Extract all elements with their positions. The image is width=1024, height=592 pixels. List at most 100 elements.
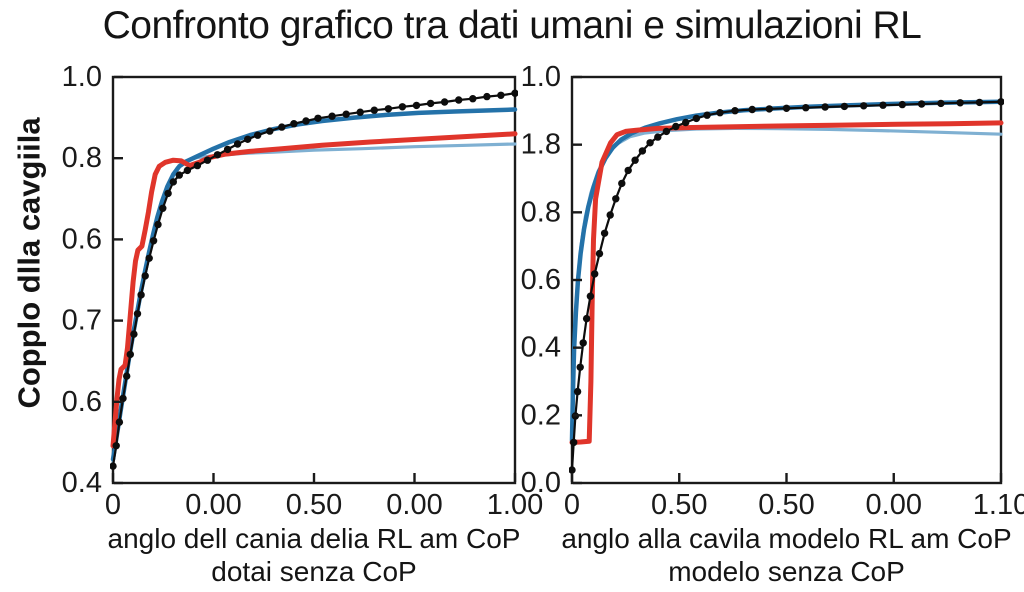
data-point-marker [115,418,124,426]
data-point-marker [244,135,252,143]
y-tick-label: 0.6 [521,264,561,296]
y-tick-label: 1.8 [521,129,561,161]
data-point-marker [223,145,232,154]
data-point-marker [997,98,1004,106]
data-point-marker [266,127,274,135]
x-tick-label: 0.50 [758,489,814,521]
data-point-marker [123,372,131,380]
data-point-marker [203,156,212,164]
series-markers-black-dotted [110,89,518,470]
y-tick-label: 0.8 [521,196,561,228]
x-tick-label: 1.10 [973,489,1024,521]
data-point-marker [646,139,654,147]
data-point-marker [112,442,120,450]
data-point-marker [672,122,680,131]
data-point-marker [612,195,620,203]
data-point-marker [119,394,127,403]
data-point-marker [213,151,222,159]
data-point-marker [860,102,868,110]
series-line-light-blue [570,126,1003,426]
y-tick-label: 1.0 [521,61,561,93]
y-tick-label: 0.8 [62,142,102,174]
series-line-black-dotted [570,100,1003,472]
data-point-marker [840,102,849,111]
data-point-marker [631,156,639,164]
data-point-marker [412,101,421,110]
data-point-marker [638,147,647,155]
data-point-marker [356,108,364,116]
y-tick-label: 0.6 [62,386,102,418]
data-point-marker [682,118,690,127]
x-axis-label-right: anglo alla cavila modelo RL am CoP model… [557,522,1016,588]
x-axis-label-left-line1: anglo dell cania delia RL am CoP [107,523,521,554]
data-point-marker [233,140,242,148]
y-tick-label: 0.6 [62,223,102,255]
data-point-marker [426,99,435,108]
tick-labels-group: 0 0.00 0.50 0.00 1.00 1.0 0.8 0.6 0.7 0.6 0.4 [62,61,544,521]
tick-labels-group: 0 0.50 0.50 0.00 1.10 1.0 1.8 0.8 0.6 0.4 0.2 0.0 [521,61,1024,521]
ticks-group [570,75,1003,485]
series-group [569,98,1004,474]
data-point-marker [254,131,262,139]
data-point-marker [879,101,887,109]
data-point-marker [569,466,576,474]
left-plot: 0 0.00 0.50 0.00 1.00 1.0 0.8 0.6 0.7 0.6 0.4 [62,61,544,521]
y-tick-label: 0.7 [62,305,102,337]
data-point-marker [917,100,926,108]
y-tick-label: 0.4 [521,332,561,364]
data-point-marker [290,120,298,128]
data-point-marker [169,178,177,186]
data-point-marker [175,171,183,179]
data-point-marker [440,98,449,106]
y-tick-label: 0.2 [521,399,561,431]
data-point-marker [278,123,286,131]
data-point-marker [591,270,599,278]
data-point-marker [579,339,587,347]
data-point-marker [692,114,701,123]
series-markers-black-dotted [569,98,1004,474]
data-point-marker [782,104,791,113]
data-point-marker [483,92,491,101]
x-tick-label: 0.00 [386,489,442,521]
data-point-marker [731,107,739,115]
series-line-dark-blue [569,99,1004,443]
data-point-marker [141,272,149,280]
x-tick-label: 0.00 [866,489,922,521]
data-point-marker [159,204,167,212]
axes-box [570,75,1003,485]
x-axis-label-left-line2: dotai senza CoP [211,556,417,587]
data-point-marker [618,179,626,188]
data-point-marker [573,387,582,396]
data-point-marker [193,161,202,170]
data-point-marker [662,127,671,136]
data-point-marker [110,462,117,470]
data-point-marker [137,291,145,299]
data-point-marker [130,330,138,338]
data-point-marker [975,98,984,107]
data-point-marker [183,166,192,175]
data-point-marker [455,96,463,104]
ticks-group [111,75,517,485]
x-tick-label: 0 [564,489,580,521]
chart-title: Confronto grafico tra dati umani e simul… [102,4,922,47]
data-point-marker [314,114,322,123]
x-tick-label: 0.50 [286,489,342,521]
data-point-marker [956,99,964,107]
data-point-marker [328,112,336,120]
data-point-marker [748,105,756,114]
x-axis-label-right-line2: modelo senza CoP [668,556,905,587]
data-point-marker [898,100,906,109]
data-point-marker [342,110,350,118]
x-tick-label: 0.00 [185,489,241,521]
series-line-red [569,120,1004,445]
data-point-marker [821,103,829,111]
data-point-marker [126,350,134,359]
data-point-marker [582,314,591,323]
data-point-marker [145,254,153,262]
data-point-marker [302,117,310,125]
series-line-red [110,131,518,449]
data-point-marker [937,99,945,108]
data-point-marker [370,106,378,114]
